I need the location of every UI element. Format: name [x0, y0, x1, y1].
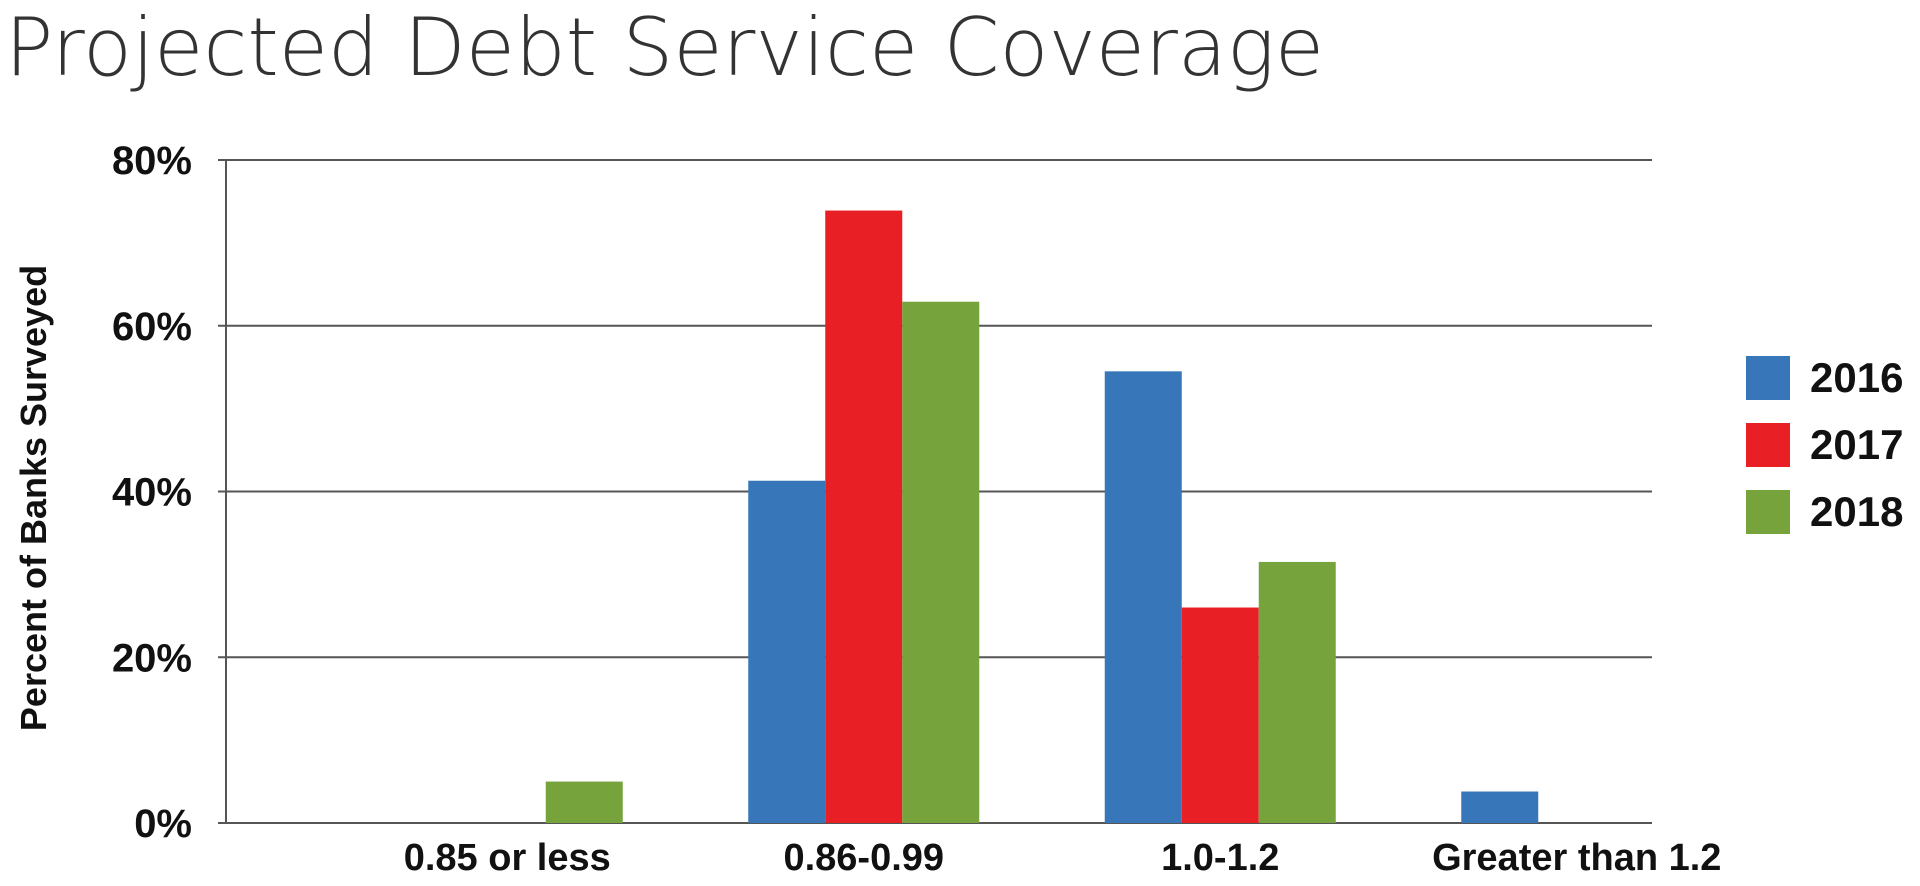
- bar-2016-2: [1104, 371, 1182, 823]
- bar-2016-1: [748, 480, 826, 823]
- chart-title: Projected Debt Service Coverage: [5, 1, 1324, 94]
- legend-swatch-2018: [1746, 490, 1790, 534]
- bar-2018-0: [545, 781, 623, 823]
- bar-2018-2: [1258, 561, 1336, 823]
- y-tick-label: 40%: [112, 471, 192, 515]
- legend-label-2016: 2016: [1810, 354, 1903, 401]
- bar-2017-2: [1181, 607, 1259, 823]
- y-tick-label: 80%: [112, 139, 192, 183]
- x-tick-label: 1.0-1.2: [1161, 837, 1279, 879]
- x-tick-label: Greater than 1.2: [1432, 837, 1721, 879]
- bar-2018-1: [902, 301, 980, 823]
- y-axis-label: Percent of Banks Surveyed: [13, 265, 54, 731]
- bar-2017-1: [825, 210, 903, 823]
- legend-label-2018: 2018: [1810, 488, 1903, 535]
- y-tick-label: 20%: [112, 636, 192, 680]
- legend: 2016 2017 2018: [1746, 354, 1903, 535]
- x-tick-labels: 0.85 or less 0.86-0.99 1.0-1.2 Greater than…: [404, 837, 1722, 879]
- legend-label-2017: 2017: [1810, 421, 1903, 468]
- bars: [545, 210, 1539, 823]
- legend-swatch-2017: [1746, 423, 1790, 467]
- x-tick-label: 0.86-0.99: [783, 837, 944, 879]
- x-tick-label: 0.85 or less: [404, 837, 611, 879]
- legend-swatch-2016: [1746, 356, 1790, 400]
- bar-2016-3: [1461, 791, 1539, 823]
- y-tick-label: 60%: [112, 305, 192, 349]
- y-tick-labels: 0% 20% 40% 60% 80%: [112, 139, 192, 846]
- y-tick-label: 0%: [134, 802, 192, 846]
